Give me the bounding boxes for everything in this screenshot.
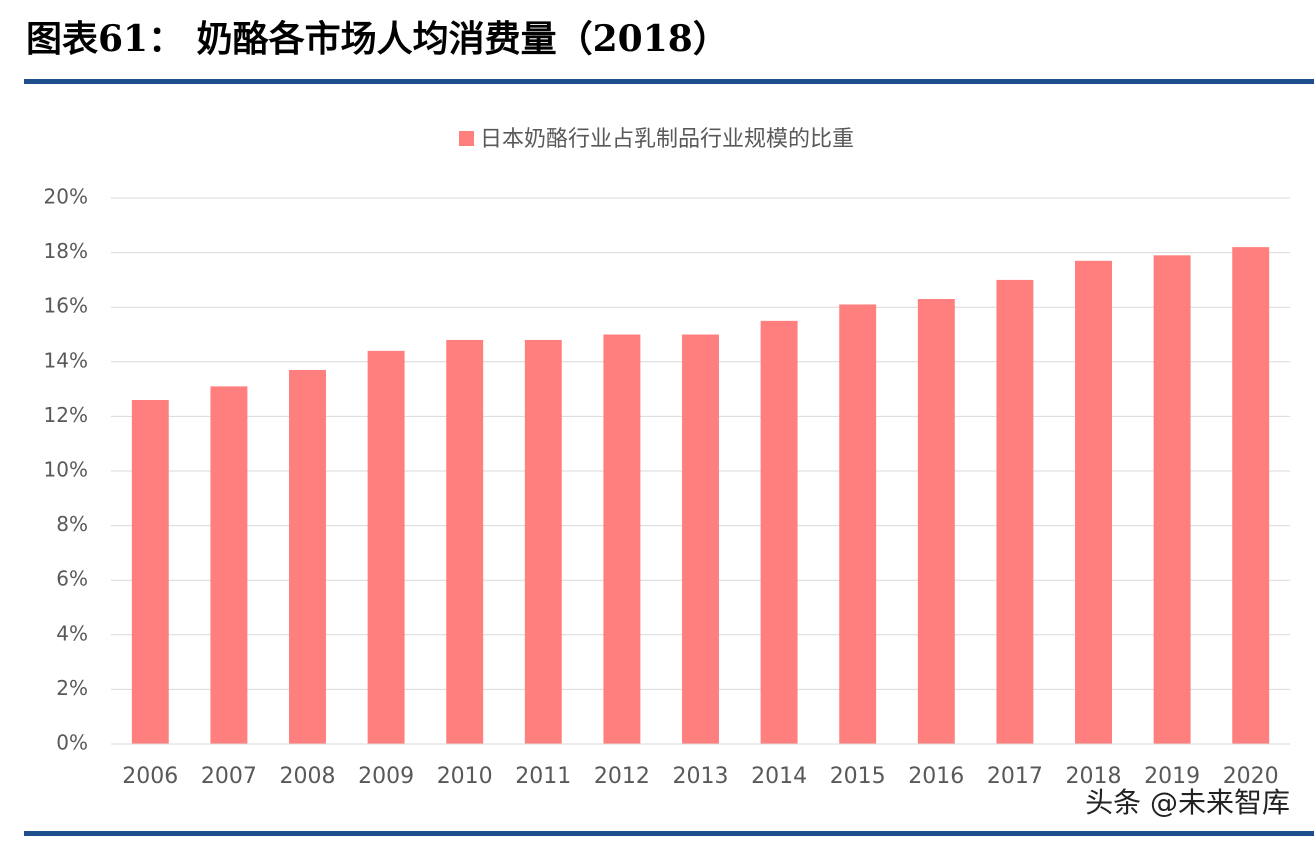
x-tick-label: 2007 — [201, 764, 257, 789]
x-tick-label: 2019 — [1144, 764, 1200, 789]
bar — [917, 299, 955, 744]
y-tick-label: 0% — [56, 731, 88, 755]
y-tick-label: 4% — [56, 621, 88, 645]
bar — [446, 339, 484, 744]
x-tick-label: 2012 — [594, 764, 650, 789]
bar — [289, 369, 326, 744]
y-tick-label: 6% — [56, 567, 88, 591]
y-tick-label: 16% — [44, 294, 88, 318]
bar — [682, 334, 719, 744]
bar — [1232, 247, 1270, 744]
chart-title: 图表61： 奶酪各市场人均消费量（2018） — [26, 18, 729, 60]
bar — [367, 350, 405, 744]
bottom-rule — [24, 831, 1314, 836]
bar — [760, 320, 798, 744]
bar — [1075, 260, 1112, 744]
x-tick-label: 2018 — [1066, 764, 1122, 789]
x-tick-label: 2017 — [987, 764, 1043, 789]
x-tick-label: 2016 — [908, 764, 964, 789]
x-tick-label: 2010 — [437, 764, 493, 789]
x-tick-label: 2011 — [515, 764, 571, 789]
x-tick-label: 2015 — [830, 764, 886, 789]
y-tick-label: 14% — [44, 348, 88, 372]
y-tick-label: 8% — [56, 512, 88, 536]
x-tick-label: 2014 — [751, 764, 807, 789]
y-tick-label: 12% — [44, 403, 88, 427]
bar — [1153, 255, 1191, 744]
y-tick-label: 18% — [44, 239, 88, 263]
x-tick-label: 2009 — [358, 764, 414, 789]
bar — [210, 386, 248, 744]
bar — [603, 334, 641, 744]
x-tick-label: 2013 — [673, 764, 729, 789]
watermark: 头条 @未来智库 — [1085, 786, 1290, 819]
bar — [996, 279, 1034, 744]
bar — [524, 339, 562, 744]
y-tick-label: 2% — [56, 676, 88, 700]
legend-label: 日本奶酪行业占乳制品行业规模的比重 — [480, 127, 854, 152]
top-rule — [24, 79, 1314, 84]
x-tick-label: 2006 — [122, 764, 178, 789]
x-tick-label: 2008 — [280, 764, 336, 789]
bar — [131, 400, 169, 744]
y-tick-label: 10% — [44, 458, 88, 482]
x-tick-label: 2020 — [1223, 764, 1279, 789]
bar — [839, 304, 877, 744]
legend-swatch — [459, 131, 474, 146]
y-tick-label: 20% — [44, 185, 88, 209]
